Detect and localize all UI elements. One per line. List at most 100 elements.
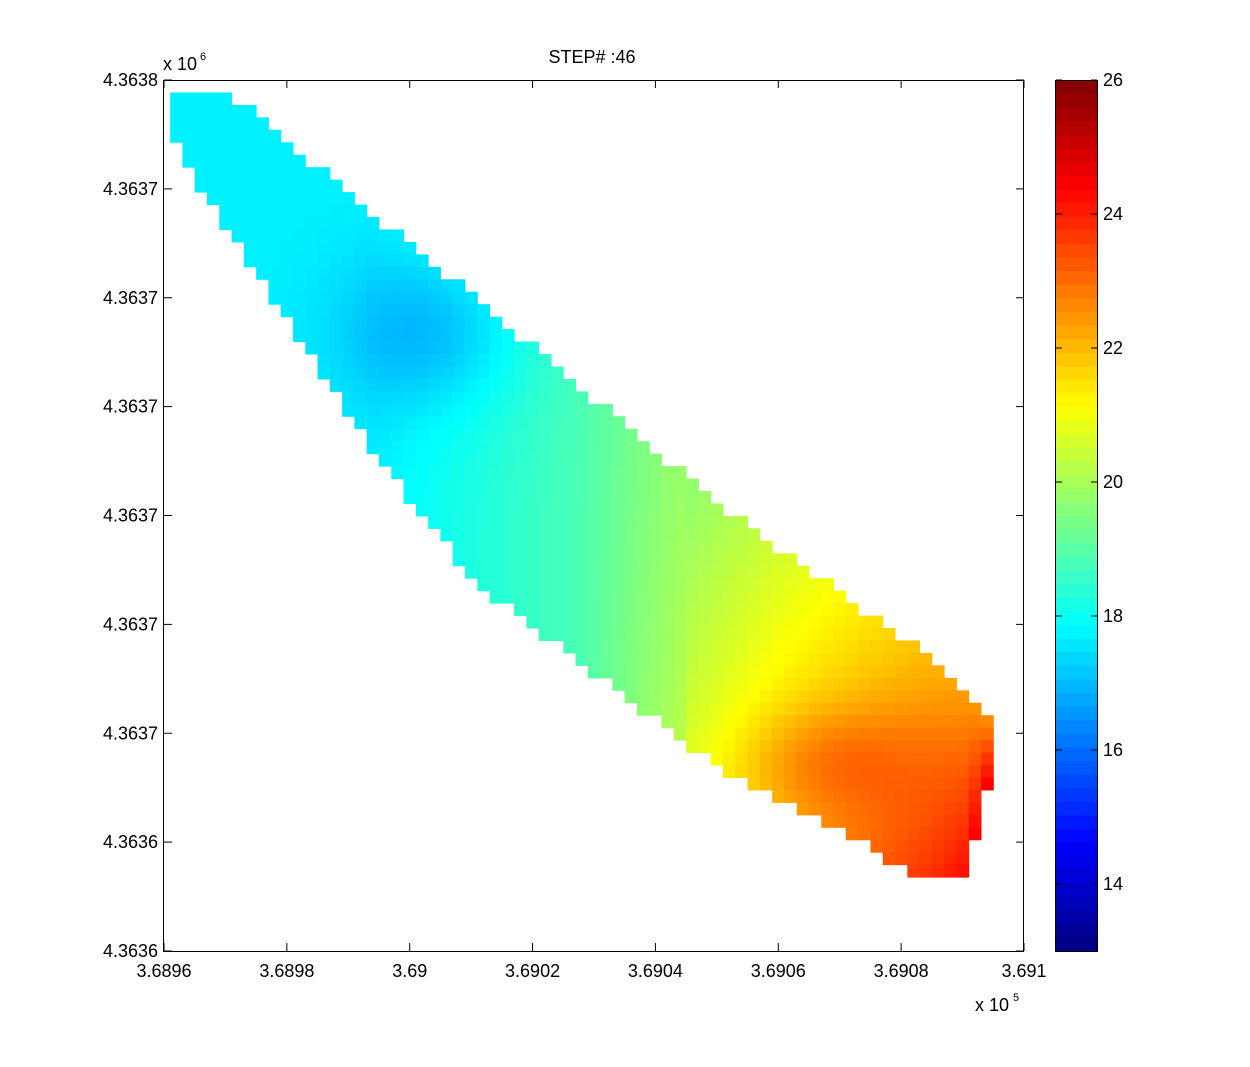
heatmap-cell	[403, 304, 417, 318]
heatmap-cell	[772, 765, 785, 778]
heatmap-cell	[784, 690, 798, 704]
heatmap-cell	[563, 378, 577, 392]
x-axis: 3.6896 3.6898 3.69 3.6902 3.6904 3.6906 3.6908…	[136, 80, 1047, 981]
heatmap-cell	[649, 540, 663, 554]
heatmap-cell	[587, 565, 601, 579]
heatmap-cell	[452, 316, 466, 330]
heatmap-cell	[501, 553, 515, 567]
heatmap-cell	[747, 702, 761, 716]
colorbar-strip	[1056, 447, 1097, 462]
colorbar-strip	[1056, 93, 1097, 108]
colorbar-tick-label: 24	[1103, 204, 1123, 224]
heatmap-cell	[526, 466, 540, 480]
y-axis: 4.3638 4.3637 4.3637 4.3637 4.3637 4.3637 4.36…	[103, 70, 1024, 961]
heatmap-cell	[637, 491, 650, 504]
heatmap-cell	[981, 715, 994, 729]
heatmap-cell	[268, 154, 282, 168]
heatmap-cell	[575, 565, 589, 579]
heatmap-cell	[428, 466, 441, 480]
heatmap-cell	[895, 752, 908, 766]
heatmap-cell	[809, 802, 822, 816]
heatmap-cell	[809, 777, 822, 791]
heatmap-cell	[440, 478, 454, 492]
heatmap-cell	[968, 765, 982, 778]
heatmap-cell	[956, 777, 970, 791]
heatmap-cell	[268, 229, 282, 243]
heatmap-cell	[907, 852, 921, 866]
heatmap-cell	[477, 341, 491, 355]
heatmap-cell	[329, 378, 343, 392]
heatmap-cell	[329, 366, 343, 380]
heatmap-cell	[403, 441, 417, 455]
heatmap-cell	[637, 590, 650, 604]
heatmap-cell	[243, 241, 257, 255]
heatmap-cell	[477, 354, 491, 367]
heatmap-cell	[243, 142, 257, 156]
heatmap-cell	[366, 403, 380, 417]
heatmap-cell	[538, 628, 552, 641]
heatmap-cell	[538, 391, 552, 405]
heatmap-cell	[305, 192, 319, 206]
colorbar-strip	[1056, 311, 1097, 326]
heatmap-cell	[243, 104, 257, 118]
heatmap-cell	[489, 540, 503, 554]
heatmap-cell	[501, 378, 515, 392]
heatmap-cell	[845, 702, 859, 716]
heatmap-cell	[784, 628, 798, 641]
heatmap-cell	[514, 378, 527, 392]
y-tick-label: 4.3637	[103, 288, 158, 308]
heatmap-cell	[452, 428, 466, 442]
heatmap-cell	[477, 528, 491, 542]
heatmap-cell	[526, 553, 540, 567]
heatmap-cell	[428, 341, 441, 355]
heatmap-cell	[489, 403, 503, 417]
heatmap-cell	[919, 727, 933, 741]
heatmap-cell	[403, 279, 417, 293]
heatmap-cell	[354, 217, 368, 230]
heatmap-cell	[637, 665, 650, 679]
heatmap-cell	[440, 416, 454, 430]
heatmap-cell	[931, 727, 945, 741]
heatmap-cell	[280, 154, 294, 168]
heatmap-cell	[723, 702, 736, 716]
heatmap-cell	[612, 441, 626, 455]
heatmap-cell	[809, 677, 822, 691]
heatmap-cell	[698, 540, 712, 554]
heatmap-cell	[710, 715, 724, 729]
heatmap-cell	[723, 528, 736, 542]
heatmap-cell	[809, 740, 822, 754]
heatmap-cell	[931, 752, 945, 766]
heatmap-cell	[415, 366, 429, 380]
heatmap-cell	[207, 192, 220, 206]
heatmap-cell	[686, 628, 699, 641]
heatmap-cell	[686, 528, 699, 542]
heatmap-cell	[649, 503, 663, 517]
heatmap-cell	[526, 416, 540, 430]
heatmap-cell	[821, 628, 835, 641]
heatmap-cell	[452, 391, 466, 405]
heatmap-cell	[403, 329, 417, 343]
heatmap-cell	[833, 665, 847, 679]
heatmap-cell	[194, 142, 208, 156]
heatmap-cell	[612, 665, 626, 679]
heatmap-cell	[465, 540, 478, 554]
heatmap-cell	[809, 727, 822, 741]
heatmap-cell	[526, 366, 540, 380]
heatmap-cell	[907, 752, 921, 766]
heatmap-cell	[219, 129, 233, 143]
heatmap-cell	[243, 129, 257, 143]
heatmap-cell	[231, 154, 245, 168]
heatmap-cell	[735, 715, 749, 729]
heatmap-cell	[673, 503, 687, 517]
heatmap-cell	[526, 354, 540, 367]
heatmap-cell	[366, 279, 380, 293]
heatmap-cell	[403, 291, 417, 305]
heatmap-cell	[415, 266, 429, 280]
heatmap-cell	[342, 316, 355, 330]
heatmap-cell	[379, 266, 392, 280]
heatmap-cell	[379, 416, 392, 430]
heatmap-cell	[735, 553, 749, 567]
heatmap-cell	[796, 740, 810, 754]
heatmap-cell	[415, 354, 429, 367]
heatmap-cell	[342, 329, 355, 343]
